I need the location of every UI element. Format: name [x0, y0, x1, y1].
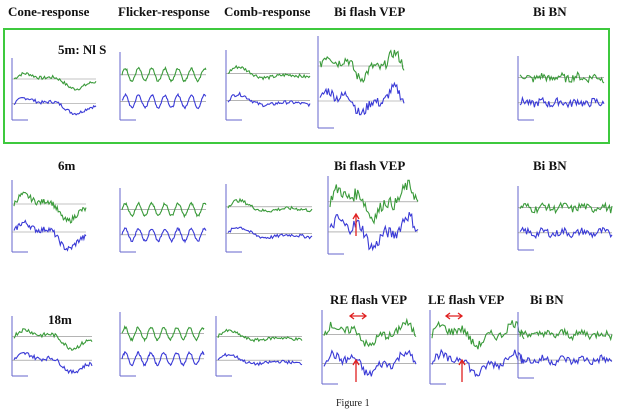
green-trace: [519, 327, 613, 342]
blue-trace: [13, 97, 97, 116]
blue-trace: [329, 212, 419, 252]
row3-flicker-panel: [114, 312, 205, 384]
row3-re-vep-panel: [316, 310, 417, 392]
row-label-5m: 5m: Nl S: [58, 42, 107, 57]
header-flicker-response: Flicker-response: [118, 4, 210, 19]
blue-trace: [227, 226, 313, 240]
green-trace: [121, 201, 207, 219]
blue-trace: [121, 350, 205, 367]
green-trace: [329, 179, 419, 225]
blue-trace: [323, 349, 417, 377]
green-trace: [227, 64, 311, 81]
header-cone-response: Cone-response: [8, 4, 90, 19]
row2-flicker-panel: [114, 188, 207, 260]
green-trace: [519, 71, 605, 84]
row-label-6m-bn: Bi BN: [533, 158, 567, 173]
header-comb-response: Comb-response: [224, 4, 311, 19]
green-trace: [121, 66, 207, 83]
red-double-arrow-marker: [444, 312, 464, 320]
blue-trace: [519, 226, 613, 240]
green-trace: [217, 328, 303, 343]
green-trace: [323, 317, 417, 348]
green-trace: [13, 328, 93, 352]
row3-le-vep-panel: [424, 310, 525, 392]
row-label-6m: 6m: [58, 158, 76, 173]
row-label-18m-le-vep: LE flash VEP: [428, 292, 505, 307]
green-trace: [13, 71, 97, 91]
highlight-box-5m: [3, 28, 610, 144]
red-up-arrow-marker: [352, 212, 360, 236]
blue-trace: [519, 95, 605, 109]
row1-cone-panel: [6, 58, 97, 128]
blue-trace: [13, 219, 87, 252]
row3-comb-panel: [210, 316, 303, 384]
header-bi-flash-vep: Bi flash VEP: [334, 4, 406, 19]
row1-bn-panel: [512, 56, 605, 128]
row-label-18m: 18m: [48, 312, 72, 327]
row-label-18m-re-vep: RE flash VEP: [330, 292, 408, 307]
green-trace: [121, 325, 205, 343]
red-up-arrow-marker: [352, 358, 360, 382]
row2-comb-panel: [220, 184, 313, 260]
row1-comb-panel: [220, 50, 311, 128]
blue-trace: [431, 348, 525, 378]
row2-cone-panel: [6, 180, 87, 260]
green-trace: [319, 49, 405, 84]
row3-cone-panel: [6, 316, 93, 384]
blue-trace: [121, 227, 207, 244]
figure-caption: Figure 1: [336, 398, 370, 409]
blue-trace: [121, 92, 207, 110]
row1-vep-panel: [312, 36, 405, 136]
blue-trace: [13, 351, 93, 375]
blue-trace: [217, 352, 303, 367]
row2-vep-panel: [322, 176, 419, 262]
row-label-18m-bn: Bi BN: [530, 292, 564, 307]
row3-bn-panel: [512, 312, 613, 386]
green-trace: [431, 320, 525, 350]
header-bi-bn: Bi BN: [533, 4, 567, 19]
red-double-arrow-marker: [348, 312, 368, 320]
green-trace: [519, 201, 613, 215]
blue-trace: [319, 81, 405, 116]
row2-bn-panel: [512, 186, 613, 258]
row1-flicker-panel: [114, 52, 207, 128]
green-trace: [227, 197, 313, 213]
blue-trace: [519, 353, 613, 367]
green-trace: [13, 191, 87, 224]
row-label-6m-vep: Bi flash VEP: [334, 158, 406, 173]
red-up-arrow-marker: [458, 358, 466, 382]
blue-trace: [227, 91, 311, 108]
